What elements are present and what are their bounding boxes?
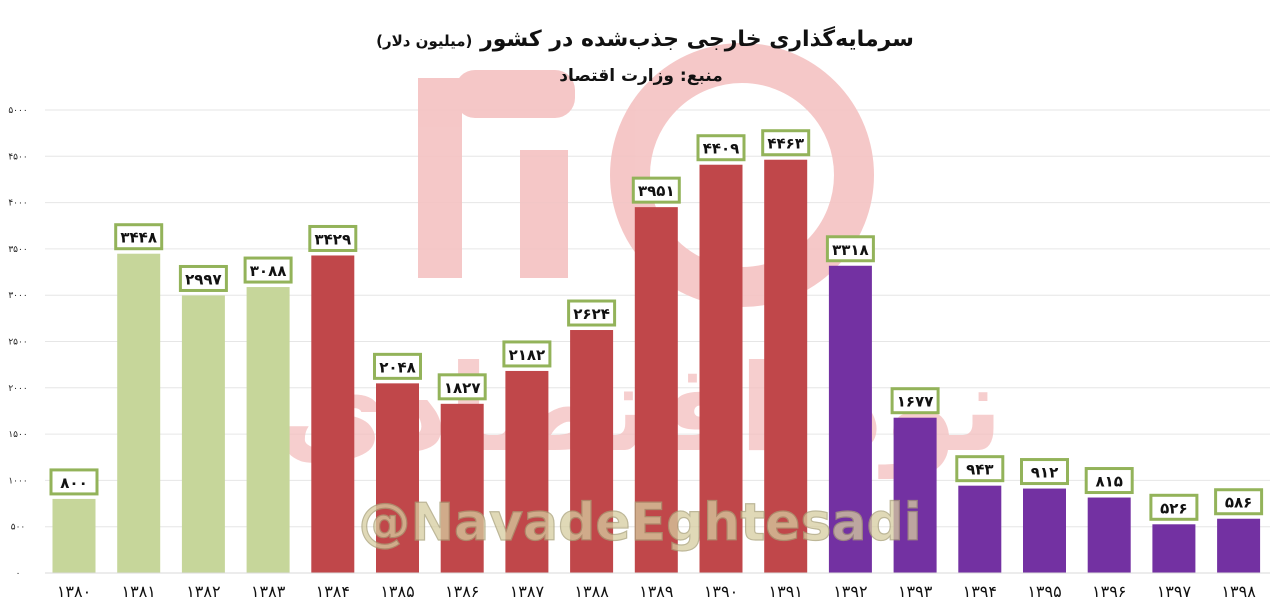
data-label: ۲۶۲۴ <box>573 305 610 323</box>
y-tick-label: ۵۰۰ <box>11 523 26 533</box>
x-tick-label: ۱۳۸۳ <box>251 582 286 601</box>
bar <box>570 330 614 573</box>
x-tick-label: ۱۳۹۱ <box>769 582 803 601</box>
bar <box>1023 488 1066 573</box>
y-tick-label: ۰ <box>16 569 21 579</box>
x-tick-label: ۱۳۹۶ <box>1092 582 1126 601</box>
bar <box>311 255 355 573</box>
bar <box>52 498 96 573</box>
data-label: ۳۳۱۸ <box>832 241 869 259</box>
y-axis-ticks: ۰ ۵۰۰ ۱۰۰۰ ۱۵۰۰ ۲۰۰۰ ۲۵۰۰ ۳۰۰۰ ۳۵۰۰ ۴۰۰۰ ۴۵۰۰ ۵۰۰۰ <box>8 106 27 579</box>
bar <box>246 287 290 573</box>
x-tick-label: ۱۳۸۴ <box>316 582 350 601</box>
y-tick-label: ۲۰۰۰ <box>8 384 27 394</box>
bar <box>505 370 549 573</box>
data-label-box <box>1084 467 1134 495</box>
data-label-box <box>696 134 746 162</box>
data-label: ۸۰۰ <box>60 474 87 492</box>
data-label: ۲۹۹۷ <box>185 270 222 288</box>
bar <box>181 295 225 573</box>
y-tick-label: ۵۰۰۰ <box>8 106 27 116</box>
data-label: ۳۹۵۱ <box>638 182 675 200</box>
y-tick-label: ۴۵۰۰ <box>8 152 27 162</box>
y-tick-label: ۲۵۰۰ <box>8 338 27 348</box>
x-tick-label: ۱۳۸۶ <box>445 582 479 601</box>
chart-title-unit: (میلیون دلار) <box>376 32 472 50</box>
data-label: ۵۲۶ <box>1160 499 1187 517</box>
y-tick-label: ۳۰۰۰ <box>8 291 27 301</box>
chart-title: سرمایه‌گذاری خارجی جذب‌شده در کشور (میلی… <box>376 25 914 52</box>
bar <box>1217 518 1261 573</box>
bars <box>52 159 1261 574</box>
x-tick-label: ۱۳۹۷ <box>1157 582 1192 601</box>
bar <box>958 485 1002 573</box>
data-label-box <box>631 176 681 204</box>
data-label-box <box>243 256 293 284</box>
data-label-box <box>502 340 552 368</box>
data-label: ۸۱۵ <box>1095 473 1122 491</box>
x-tick-label: ۱۳۸۸ <box>574 582 609 601</box>
data-label: ۹۱۲ <box>1031 464 1058 482</box>
data-label-box <box>1149 493 1199 521</box>
bar <box>634 207 678 574</box>
data-label-box <box>1020 458 1069 486</box>
data-label: ۲۰۴۸ <box>379 358 416 376</box>
data-label-box <box>114 223 164 251</box>
bar <box>699 164 743 573</box>
watermark-handle: @NavadeEghtesadi <box>358 493 921 553</box>
data-label: ۴۴۰۹ <box>703 140 740 158</box>
data-label: ۵۸۶ <box>1225 494 1252 512</box>
bar <box>117 253 161 573</box>
data-label-box <box>567 299 617 327</box>
data-label-box <box>825 235 875 263</box>
data-label: ۱۶۷۷ <box>897 393 934 411</box>
x-tick-label: ۱۳۸۵ <box>380 582 414 601</box>
data-label-box <box>308 224 358 252</box>
data-label: ۴۴۶۳ <box>767 135 804 153</box>
bar <box>440 403 484 573</box>
data-label-box <box>955 455 1005 483</box>
y-tick-label: ۱۰۰۰ <box>8 476 27 486</box>
x-tick-label: ۱۳۸۷ <box>510 582 545 601</box>
data-label: ۳۴۲۹ <box>314 230 351 248</box>
y-tick-label: ۴۰۰۰ <box>8 199 27 209</box>
x-tick-label: ۱۳۹۰ <box>704 582 738 601</box>
chart-title-main: سرمایه‌گذاری خارجی جذب‌شده در کشور <box>479 25 914 52</box>
x-tick-label: ۱۳۸۰ <box>57 582 91 601</box>
data-label: ۳۰۸۸ <box>250 262 287 280</box>
bar <box>764 159 808 573</box>
bar <box>1152 524 1196 573</box>
data-label: ۲۱۸۲ <box>509 346 546 364</box>
data-labels: ۸۰۰ ۳۴۴۸ ۲۹۹۷ ۳۰۸۸ ۳۴۲۹ ۲۰۴۸ ۱۸۲۷ ۲۱۸۲ ۲۶۲۴ ۳۹۵۱ ۴… <box>49 129 1264 521</box>
data-label-box <box>437 373 487 401</box>
x-tick-label: ۱۳۸۲ <box>186 582 220 601</box>
data-label-box <box>49 468 99 496</box>
bar <box>376 383 419 573</box>
data-label-box <box>761 129 811 157</box>
bar <box>893 417 937 573</box>
data-label: ۳۴۴۸ <box>120 229 157 247</box>
x-tick-label: ۱۳۹۸ <box>1221 582 1256 601</box>
data-label-box <box>373 352 422 380</box>
chart-subtitle: منبع: وزارت اقتصاد <box>559 66 722 86</box>
data-label-box <box>1214 488 1264 516</box>
y-tick-label: ۱۵۰۰ <box>8 430 27 440</box>
x-tick-label: ۱۳۸۹ <box>639 582 673 601</box>
x-axis-ticks: ۱۳۸۰ ۱۳۸۱ ۱۳۸۲ ۱۳۸۳ ۱۳۸۴ ۱۳۸۵ ۱۳۸۶ ۱۳۸۷ ۱۳۸۸ ۱۳۸۹… <box>57 582 1256 601</box>
x-tick-label: ۱۳۹۲ <box>833 582 867 601</box>
x-tick-label: ۱۳۹۳ <box>898 582 933 601</box>
bar <box>828 265 872 573</box>
data-label: ۱۸۲۷ <box>444 379 481 397</box>
x-tick-label: ۱۳۹۵ <box>1027 582 1061 601</box>
data-label-box <box>890 387 940 415</box>
y-tick-label: ۳۵۰۰ <box>8 245 27 255</box>
data-label: ۹۴۳ <box>966 461 993 479</box>
x-tick-label: ۱۳۸۱ <box>122 582 156 601</box>
data-label-box <box>178 264 228 292</box>
x-tick-label: ۱۳۹۴ <box>963 582 997 601</box>
bar <box>1087 497 1131 573</box>
